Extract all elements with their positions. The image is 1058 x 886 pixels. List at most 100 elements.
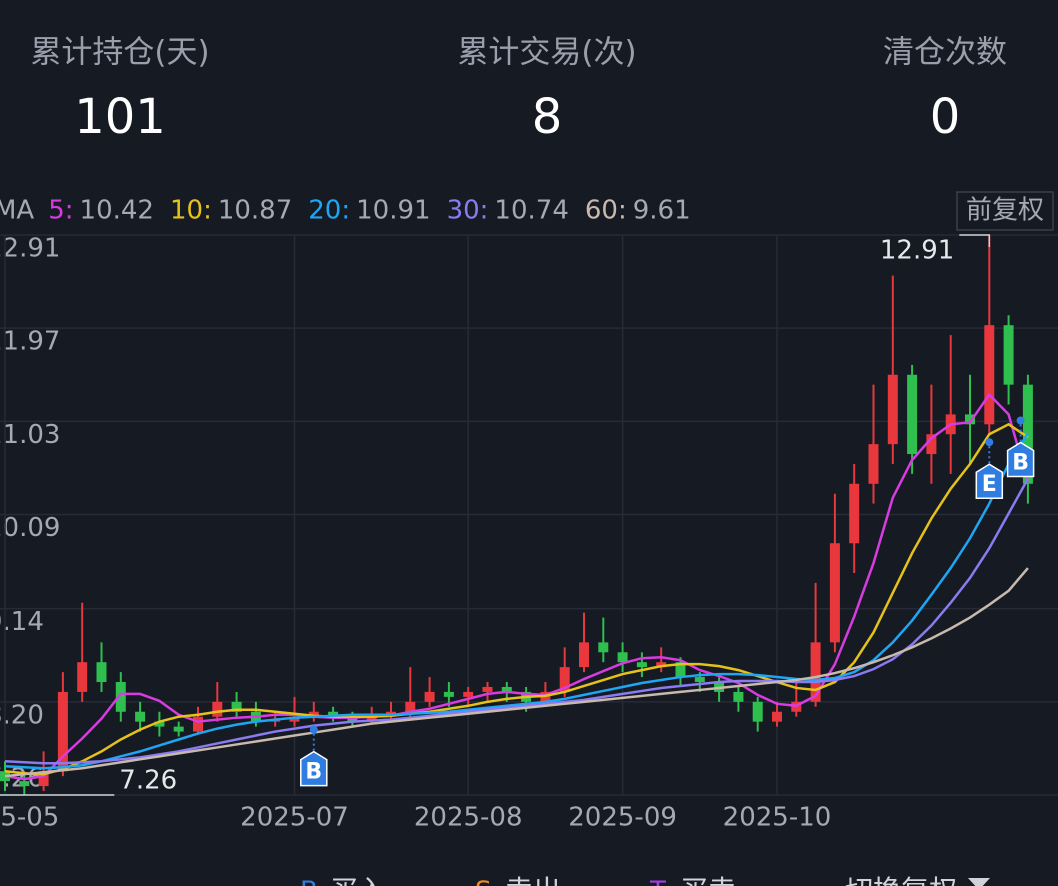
candle-body — [887, 374, 898, 445]
x-tick-label: 2025-10 — [723, 803, 832, 833]
candle-body — [868, 444, 879, 484]
candle-body — [77, 662, 88, 692]
marker-label: B — [1012, 450, 1029, 475]
candle-body — [231, 701, 242, 712]
ma-colon: : — [65, 196, 74, 226]
stat-label: 清仓次数 — [883, 35, 1007, 71]
stat-value: 0 — [930, 89, 961, 145]
candle-body — [347, 716, 358, 722]
stat-label: 累计持仓(天) — [30, 35, 209, 71]
marker-dot — [309, 725, 318, 734]
candle-body — [675, 662, 686, 678]
legend-label: 买入 — [330, 874, 386, 886]
candle-body — [19, 781, 30, 787]
ma-line — [4, 478, 1029, 765]
candle-body — [366, 716, 377, 722]
stat-value: 8 — [532, 89, 563, 145]
y-tick-label: 8.20 — [0, 700, 44, 730]
candle-body — [328, 711, 339, 717]
marker-dot — [1016, 416, 1025, 425]
ma-label: MA — [0, 196, 34, 226]
candle-body — [965, 414, 975, 425]
legend-label: 买卖 — [680, 874, 736, 886]
legend-key: B — [300, 877, 318, 886]
ma-line — [4, 567, 1029, 778]
marker-tag — [1006, 441, 1035, 478]
ma-line — [4, 392, 1030, 781]
ma-line — [4, 432, 1029, 770]
candle-body — [733, 691, 744, 702]
marker-tag — [300, 750, 328, 787]
y-tick-label: 10.09 — [0, 513, 60, 543]
marker-label: E — [982, 472, 997, 497]
adjust-button[interactable] — [956, 191, 1054, 231]
candle-body — [424, 691, 435, 702]
ma-colon: : — [480, 196, 489, 226]
ma-value: 10.42 — [80, 196, 154, 226]
legend-key: S — [475, 877, 492, 886]
candle-body — [656, 662, 667, 668]
candle-body — [212, 701, 223, 717]
candle-body — [38, 771, 49, 787]
legend-label: 卖出 — [505, 874, 561, 886]
legend-key: T — [649, 877, 666, 886]
candle-body — [907, 374, 918, 455]
switch-label[interactable]: 切换复权 — [845, 874, 957, 886]
annotation-label: 12.91 — [880, 236, 954, 266]
candle-body — [694, 677, 705, 683]
candle-body — [636, 662, 647, 668]
candle-body — [829, 543, 840, 643]
ma-name: 30 — [447, 196, 480, 226]
candle-body — [752, 701, 763, 722]
candle-body — [579, 642, 589, 668]
candle-body — [193, 716, 203, 732]
candle-body — [926, 434, 937, 455]
marker-tag — [975, 463, 1004, 499]
stat-value: 101 — [74, 89, 166, 145]
y-tick-label: 9.14 — [0, 607, 44, 637]
candle-body — [772, 711, 782, 722]
annotation-label: 7.26 — [119, 766, 177, 796]
marker-label: B — [305, 760, 322, 785]
candle-body — [135, 711, 146, 722]
candle-body — [57, 691, 68, 772]
ma-colon: : — [618, 196, 627, 226]
ma-colon: : — [341, 196, 350, 226]
ma-name: 20 — [308, 196, 341, 226]
ma-colon: : — [203, 196, 212, 226]
candle-body — [617, 652, 628, 663]
ma-value: 9.61 — [633, 196, 691, 226]
stat-label: 累计交易(次) — [457, 35, 636, 71]
y-tick-label: 12.91 — [0, 234, 60, 264]
candle-body — [463, 691, 474, 697]
candle-body — [405, 701, 416, 712]
x-tick-label: 2025-08 — [414, 803, 523, 833]
y-tick-label: 11.03 — [0, 420, 60, 450]
ma-name: 5 — [48, 196, 65, 226]
candle-body — [443, 691, 454, 697]
adjust-button-label[interactable]: 前复权 — [966, 196, 1044, 226]
candle-body — [984, 325, 995, 425]
ma-name: 60 — [585, 196, 618, 226]
ma-value: 10.91 — [356, 196, 430, 226]
ma-line — [4, 422, 1029, 776]
candle-body — [849, 483, 860, 544]
ma-value: 10.87 — [218, 196, 292, 226]
candle-body — [308, 711, 319, 717]
ma-name: 10 — [170, 196, 203, 226]
x-tick-label: 2025-05 — [0, 803, 59, 833]
candle-body — [115, 682, 126, 712]
candle-body — [501, 686, 512, 692]
switch-arrow[interactable] — [968, 878, 990, 886]
candle-body — [96, 662, 107, 683]
candle-body — [810, 642, 821, 702]
x-tick-label: 2025-09 — [568, 803, 677, 833]
candle-body — [559, 667, 570, 692]
ma-value: 10.74 — [494, 196, 568, 226]
marker-dot — [985, 438, 994, 447]
candle-body — [154, 721, 165, 727]
candle-body — [1003, 325, 1014, 385]
